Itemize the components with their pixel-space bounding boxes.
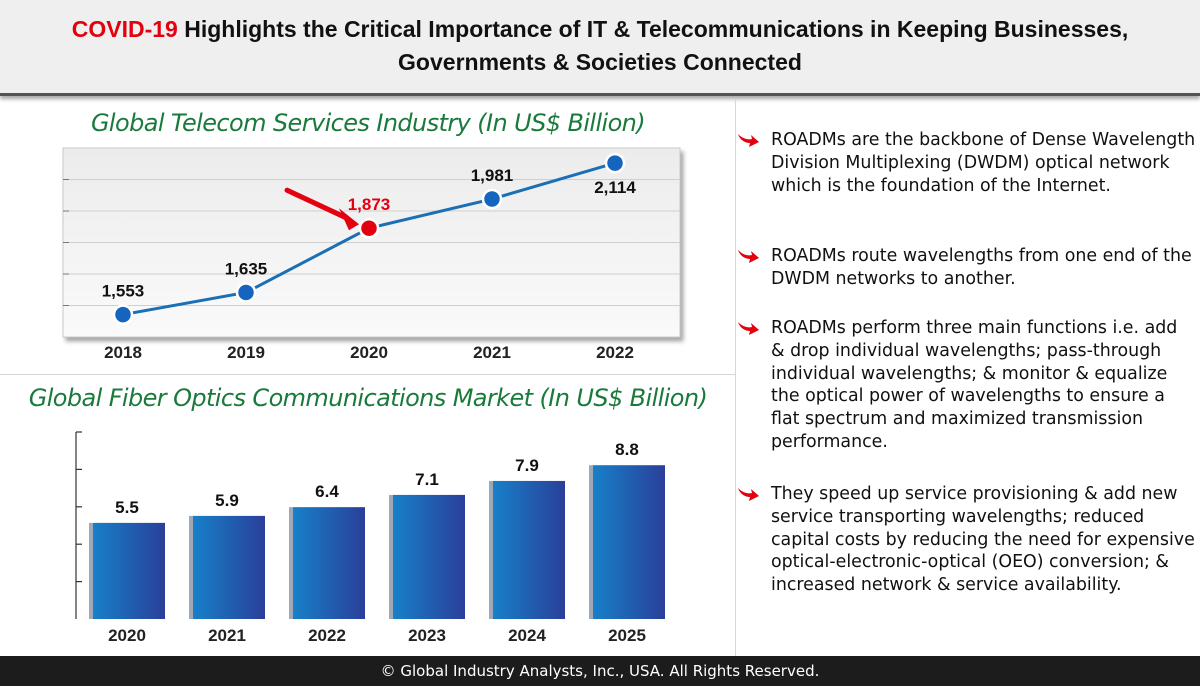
bullet-text: ROADMs route wavelengths from one end of…	[771, 246, 1192, 289]
bar-side	[289, 507, 293, 619]
bar-side	[389, 494, 393, 619]
x-tick-label: 2018	[104, 343, 142, 362]
copyright-footer: © Global Industry Analysts, Inc., USA. A…	[0, 656, 1200, 686]
bar-side	[189, 515, 193, 619]
data-label: 5.9	[215, 491, 239, 510]
data-label: 7.1	[415, 470, 439, 489]
bar	[293, 507, 365, 619]
data-label: 8.8	[615, 440, 639, 459]
bar	[593, 465, 665, 619]
page-header: COVID-19 Highlights the Critical Importa…	[0, 0, 1200, 96]
bullet-text: They speed up service provisioning & add…	[771, 484, 1195, 596]
x-tick-label: 2024	[508, 626, 546, 645]
x-tick-label: 2021	[208, 626, 246, 645]
x-tick-label: 2020	[350, 343, 388, 362]
header-highlight: COVID-19	[71, 16, 178, 42]
bullet-text: ROADMs perform three main functions i.e.…	[771, 318, 1178, 452]
x-tick-label: 2021	[473, 343, 511, 362]
bar	[93, 522, 165, 619]
data-point	[235, 282, 257, 303]
data-label: 6.4	[315, 482, 339, 501]
data-point	[358, 217, 380, 239]
data-point	[112, 304, 134, 325]
red-arrow-icon	[738, 250, 759, 263]
bar-side	[89, 522, 93, 619]
data-label: 5.5	[115, 498, 139, 517]
header-line-2: Governments & Societies Connected	[398, 49, 802, 75]
bar	[393, 494, 465, 619]
header-line-1-text: Highlights the Critical Importance of IT…	[177, 16, 1129, 42]
data-label: 1,873	[348, 195, 391, 214]
red-arrow-icon	[738, 322, 759, 335]
x-tick-label: 2020	[108, 626, 146, 645]
x-tick-label: 2023	[408, 626, 446, 645]
vertical-divider	[735, 99, 736, 656]
data-label: 1,981	[471, 166, 514, 185]
telecom-line-chart: 1,553 2018 1,635 2019 1,873 2020 1,981 2021 2,11…	[62, 147, 681, 362]
header-line-1: COVID-19 Highlights the Critical Importa…	[0, 13, 1200, 46]
bar	[193, 515, 265, 619]
x-tick-label: 2019	[227, 343, 265, 362]
fiber-bar-chart: 5.5 2020 5.9 2021 6.4 2022 7.1 2023 7.9 2024 8.8 20…	[75, 431, 665, 645]
red-arrow-icon	[738, 134, 759, 147]
bullet-panel: ROADMs are the backbone of Dense Wavelen…	[736, 99, 1200, 656]
red-arrow-icon	[738, 488, 759, 501]
x-tick-label: 2022	[596, 343, 634, 362]
bar-chart-title: Global Fiber Optics Communications Marke…	[28, 384, 708, 412]
callout-arrow-head	[339, 208, 359, 231]
charts-panel: Global Telecom Services Industry (In US$…	[0, 99, 736, 656]
callout-arrow-shaft	[284, 187, 350, 221]
horizontal-divider	[0, 374, 735, 375]
bullet-text: ROADMs are the backbone of Dense Wavelen…	[771, 130, 1196, 196]
data-label: 1,635	[225, 259, 268, 278]
data-point	[481, 188, 503, 210]
bar-side	[489, 480, 493, 619]
data-label: 2,114	[594, 178, 636, 197]
bar	[493, 480, 565, 619]
data-label: 1,553	[102, 282, 145, 301]
x-tick-label: 2022	[308, 626, 346, 645]
data-point	[604, 152, 626, 174]
data-label: 7.9	[515, 456, 539, 475]
bar-side	[589, 465, 593, 619]
line-chart-title: Global Telecom Services Industry (In US$…	[90, 109, 646, 137]
x-tick-label: 2025	[608, 626, 646, 645]
